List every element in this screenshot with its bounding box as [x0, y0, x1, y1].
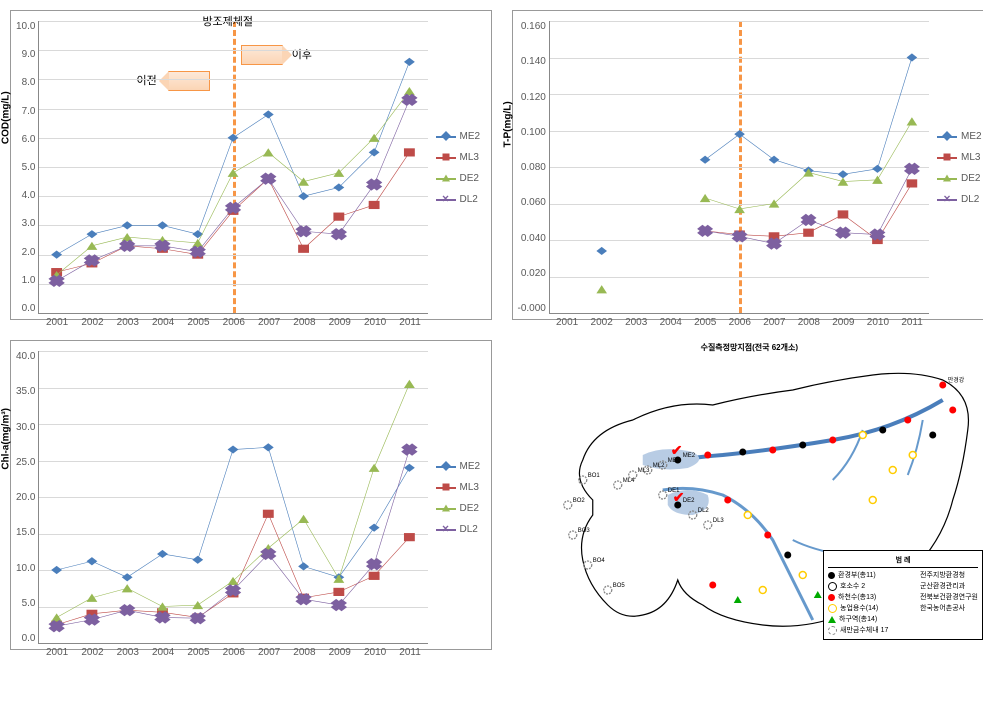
tp-y-axis: 0.1600.1400.1200.1000.0800.0600.0400.020… — [518, 21, 549, 314]
cod-plot-area: 방조제체절 이후 이전 2001200220032004200520062007… — [38, 21, 427, 314]
map-legend-box: 범 례 환경부(총11)호소수 2하천수(총13)농업용수(14)하구역(총14… — [823, 550, 983, 640]
map-legend-item: 호소수 2 — [828, 581, 888, 591]
chart-grid: COD(mg/L) 10.09.08.07.06.05.04.03.02.01.… — [10, 10, 983, 650]
map-title: 수질측정망지점(전국 62개소) — [701, 342, 798, 353]
svg-text:✔: ✔ — [670, 442, 682, 458]
svg-text:DL3: DL3 — [712, 518, 724, 524]
svg-text:BO2: BO2 — [572, 498, 585, 504]
svg-text:BO5: BO5 — [612, 583, 625, 589]
map-legend-right-col: 전주지방환경청군산환경관리과전북보건환경연구원한국농어촌공사 — [920, 570, 978, 635]
tp-legend: ME2 ML3 DE2 ×DL2 — [929, 21, 983, 314]
chla-x-axis: 2001200220032004200520062007200820092010… — [39, 647, 427, 658]
map-legend-item: 새만금수체내 17 — [828, 625, 888, 635]
svg-text:BO3: BO3 — [577, 528, 590, 534]
tributary-2 — [907, 420, 922, 475]
tp-plot-area: 2001200220032004200520062007200820092010… — [549, 21, 929, 314]
svg-text:DL2: DL2 — [697, 508, 709, 514]
legend-item: DE2 — [436, 173, 486, 184]
legend-item: ME2 — [937, 131, 983, 142]
tp-x-axis: 2001200220032004200520062007200820092010… — [550, 317, 929, 328]
chla-ylabel: Chl-a(mg/m³) — [1, 408, 12, 470]
legend-item: ML3 — [436, 152, 486, 163]
svg-text:ML4: ML4 — [622, 478, 634, 484]
map-legend-item: 하구역(총14) — [828, 614, 888, 624]
map-legend-org: 한국농어촌공사 — [920, 603, 978, 613]
chla-y-axis: 40.035.030.025.020.015.010.05.00.0 — [16, 351, 38, 644]
cod-x-axis: 2001200220032004200520062007200820092010… — [39, 317, 427, 328]
legend-item: ME2 — [436, 461, 486, 472]
cod-chart: COD(mg/L) 10.09.08.07.06.05.04.03.02.01.… — [10, 10, 492, 320]
tp-chart: T-P(mg/L) 0.1600.1400.1200.1000.0800.060… — [512, 10, 983, 320]
svg-text:ML3: ML3 — [637, 468, 649, 474]
legend-item: ×DL2 — [436, 194, 486, 205]
map-legend-item: 하천수(총13) — [828, 592, 888, 602]
map-legend-item: 농업용수(14) — [828, 603, 888, 613]
svg-text:ME2: ME2 — [682, 453, 695, 459]
legend-item: ML3 — [937, 152, 983, 163]
station-map: 만경강ME2ME1ML2ML3ML4DE1DE2DL2DL3BO1BO2BO3B… — [512, 340, 983, 650]
svg-text:✔: ✔ — [672, 489, 684, 505]
map-legend-org: 군산환경관리과 — [920, 581, 978, 591]
svg-text:BO4: BO4 — [592, 558, 605, 564]
legend-item: ML3 — [436, 482, 486, 493]
map-legend-org: 전주지방환경청 — [920, 570, 978, 580]
cod-y-axis: 10.09.08.07.06.05.04.03.02.01.00.0 — [16, 21, 38, 314]
legend-item: ×DL2 — [436, 524, 486, 535]
map-legend-org: 전북보건환경연구원 — [920, 592, 978, 602]
map-legend-left-col: 환경부(총11)호소수 2하천수(총13)농업용수(14)하구역(총14)새만금… — [828, 570, 888, 635]
map-legend-title: 범 례 — [828, 555, 978, 568]
legend-item: DE2 — [436, 503, 486, 514]
legend-item: DE2 — [937, 173, 983, 184]
chla-plot-area: 2001200220032004200520062007200820092010… — [38, 351, 427, 644]
svg-text:BO1: BO1 — [587, 473, 600, 479]
legend-item: ×DL2 — [937, 194, 983, 205]
cod-ylabel: COD(mg/L) — [1, 91, 12, 144]
legend-item: ME2 — [436, 131, 486, 142]
svg-text:ML2: ML2 — [652, 463, 664, 469]
tp-ylabel: T-P(mg/L) — [502, 101, 513, 147]
chla-legend: ME2 ML3 DE2 ×DL2 — [428, 351, 486, 644]
svg-text:ME1: ME1 — [667, 458, 680, 464]
svg-text:DE2: DE2 — [682, 498, 694, 504]
svg-text:만경강: 만경강 — [947, 376, 964, 384]
map-legend-item: 환경부(총11) — [828, 570, 888, 580]
cod-legend: ME2 ML3 DE2 ×DL2 — [428, 21, 486, 314]
chla-chart: Chl-a(mg/m³) 40.035.030.025.020.015.010.… — [10, 340, 492, 650]
